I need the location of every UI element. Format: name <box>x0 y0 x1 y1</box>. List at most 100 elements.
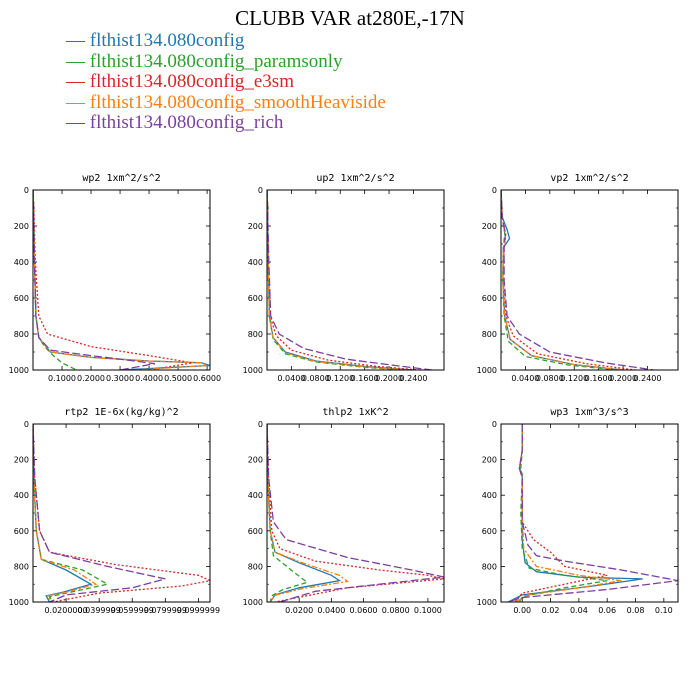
figure-title: CLUBB VAR at280E,-17N <box>235 6 465 30</box>
series-line <box>267 424 309 602</box>
y-tick-label: 1000 <box>243 366 263 375</box>
y-tick-label: 600 <box>248 527 263 536</box>
legend-item: — flthist134.080config_paramsonly <box>66 50 343 72</box>
series-line <box>267 190 402 370</box>
y-tick-label: 800 <box>482 562 497 571</box>
x-tick-label: 0.1200 <box>560 374 588 383</box>
x-tick-label: 0.0400 <box>317 606 345 615</box>
panel-title: vp2 1xm^2/s^2 <box>550 173 628 184</box>
x-tick-label: 0.0200 <box>285 606 313 615</box>
y-tick-label: 1000 <box>9 366 29 375</box>
x-tick-label: 0.0400 <box>511 374 539 383</box>
chart-panel: wp2 1xm^2/s^2 0 200 400 600 800 1000 0.1000 0.20… <box>9 173 221 383</box>
y-tick-label: 200 <box>248 222 263 231</box>
series-line <box>33 424 98 602</box>
x-tick-label: 0.2000 <box>609 374 637 383</box>
series-line <box>33 190 156 370</box>
series-line <box>33 190 208 370</box>
x-tick-label: 0.0400 <box>277 374 305 383</box>
x-tick-label: 0.0600 <box>350 606 378 615</box>
y-tick-label: 0 <box>492 186 497 195</box>
plot-frame <box>500 189 679 371</box>
y-tick-label: 200 <box>14 222 29 231</box>
series-line <box>267 424 350 602</box>
series-line <box>267 424 444 602</box>
y-tick-label: 1000 <box>9 598 29 607</box>
y-tick-label: 600 <box>482 294 497 303</box>
y-tick-label: 0 <box>24 186 29 195</box>
y-tick-label: 0 <box>258 420 263 429</box>
series-line <box>267 424 444 602</box>
x-tick-label: 0.00 <box>513 606 531 615</box>
x-tick-label: 0.1000 <box>414 606 442 615</box>
x-tick-label: 0.02 <box>542 606 560 615</box>
x-tick-label: 0.0799999 <box>144 606 187 615</box>
series-line <box>507 424 678 602</box>
plot-frame <box>500 423 679 603</box>
series-line <box>33 190 193 370</box>
chart-panel: up2 1xm^2/s^2 0 200 400 600 800 1000 0.04000.08… <box>243 173 445 383</box>
series-line <box>267 424 342 602</box>
series-line <box>501 190 624 370</box>
x-tick-label: 0.1000 <box>48 374 76 383</box>
panel-title: wp3 1xm^3/s^3 <box>550 407 628 418</box>
series-line <box>267 190 420 370</box>
chart-panel: vp2 1xm^2/s^2 0 200 400 600 800 1000 0.04000.08… <box>477 173 679 383</box>
plot-frame <box>32 423 211 603</box>
x-tick-label: 0.1200 <box>326 374 354 383</box>
x-tick-label: 0.1600 <box>351 374 379 383</box>
x-tick-label: 0.0399999 <box>78 606 121 615</box>
y-tick-label: 800 <box>482 330 497 339</box>
plot-frame <box>32 189 211 371</box>
y-tick-label: 200 <box>14 456 29 465</box>
y-tick-label: 800 <box>14 330 29 339</box>
x-tick-label: 0.2400 <box>633 374 661 383</box>
y-tick-label: 600 <box>482 527 497 536</box>
legend-item: — flthist134.080config <box>66 30 245 51</box>
y-tick-label: 400 <box>482 491 497 500</box>
x-tick-label: 0.5000 <box>164 374 192 383</box>
x-tick-label: 0.1600 <box>585 374 613 383</box>
plot-frame <box>266 423 445 603</box>
legend-item: — flthist134.080config_rich <box>66 112 284 133</box>
chart-panel: wp3 1xm^3/s^3 0 200 400 600 800 1000 0.00 0.02 0.… <box>477 407 679 615</box>
y-tick-label: 400 <box>14 491 29 500</box>
legend-item: — flthist134.080config_smoothHeaviside <box>66 91 386 113</box>
chart-panel: thlp2 1xK^2 0 200 400 600 800 1000 0.0200 0.0400… <box>243 407 445 615</box>
y-tick-label: 0 <box>24 420 29 429</box>
y-tick-label: 1000 <box>243 598 263 607</box>
y-tick-label: 200 <box>248 456 263 465</box>
legend: — flthist134.080config — flthist134.080c… <box>66 30 386 134</box>
panel-title: up2 1xm^2/s^2 <box>316 173 394 184</box>
series-line <box>501 190 636 370</box>
y-tick-label: 600 <box>248 294 263 303</box>
y-tick-label: 600 <box>14 527 29 536</box>
x-tick-label: 0.0800 <box>382 606 410 615</box>
x-tick-label: 0.4000 <box>135 374 163 383</box>
series-line <box>33 424 210 602</box>
series-line <box>267 190 432 370</box>
x-tick-label: 0.0200000 <box>44 606 87 615</box>
y-tick-label: 0 <box>492 420 497 429</box>
panel-title: rtp2 1E-6x(kg/kg)^2 <box>64 407 178 418</box>
series-line <box>33 190 210 370</box>
y-tick-label: 200 <box>482 222 497 231</box>
y-tick-label: 400 <box>14 258 29 267</box>
series-line <box>507 424 643 602</box>
chart-panel: rtp2 1E-6x(kg/kg)^2 0 200 400 600 800 1000 0.02… <box>9 407 220 615</box>
x-tick-label: 0.10 <box>655 606 673 615</box>
series-line <box>267 190 408 370</box>
x-tick-label: 0.2000 <box>375 374 403 383</box>
y-tick-label: 400 <box>248 258 263 267</box>
y-tick-label: 400 <box>482 258 497 267</box>
series-line <box>514 424 622 602</box>
y-tick-label: 200 <box>482 456 497 465</box>
y-tick-label: 1000 <box>477 598 497 607</box>
y-tick-label: 800 <box>248 330 263 339</box>
series-line <box>501 190 654 370</box>
legend-item: — flthist134.080config_e3sm <box>66 71 294 92</box>
y-tick-label: 600 <box>14 294 29 303</box>
series-line <box>501 190 624 370</box>
x-tick-label: 0.6000 <box>193 374 221 383</box>
